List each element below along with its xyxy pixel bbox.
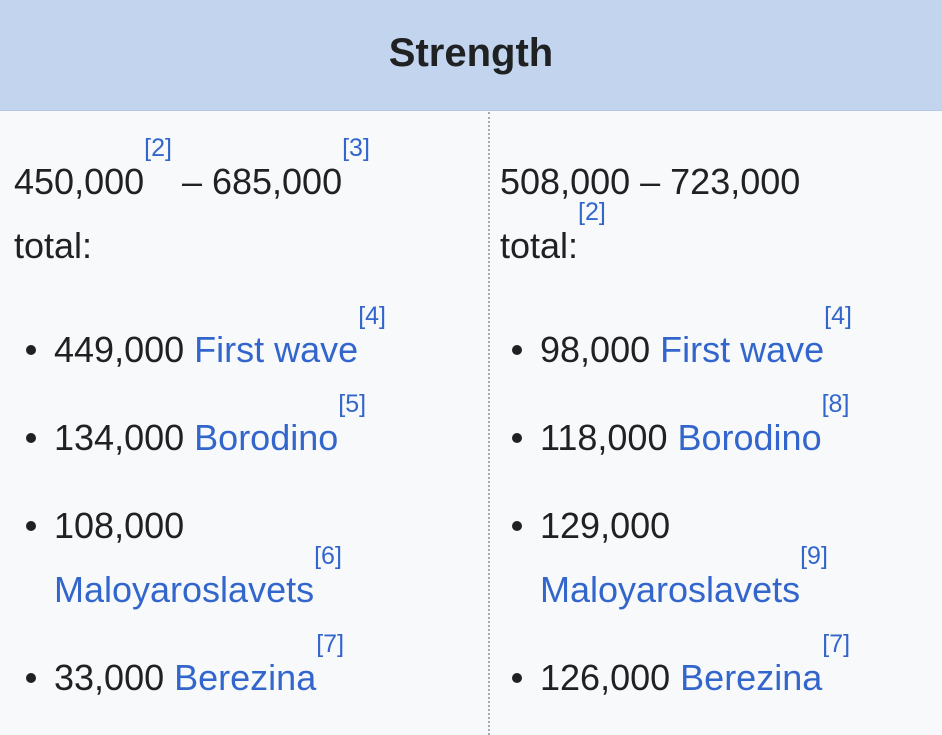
list-item: 134,000 Borodino[5] — [14, 392, 478, 470]
list-item: 118,000 Borodino[8] — [500, 392, 932, 470]
unit-ref[interactable]: [7] — [822, 630, 851, 658]
bullet-icon — [512, 433, 522, 443]
unit-link[interactable]: Borodino — [194, 417, 339, 458]
unit-link[interactable]: Maloyaroslavets — [54, 569, 315, 610]
left-total-high: 685,000 — [211, 161, 343, 202]
list-item: 449,000 First wave[4] — [14, 304, 478, 382]
list-item: 33,000 Berezina[7] — [14, 632, 478, 710]
left-total-dash: – — [171, 161, 212, 202]
unit-count: 134,000 — [54, 417, 185, 458]
unit-link[interactable]: Berezina — [174, 657, 317, 698]
unit-link[interactable]: Borodino — [677, 417, 822, 458]
unit-ref[interactable]: [6] — [314, 542, 342, 570]
unit-link[interactable]: Berezina — [680, 657, 823, 698]
right-total-ref[interactable]: [2] — [578, 198, 606, 226]
left-total-high-ref[interactable]: [3] — [342, 134, 370, 162]
bullet-icon — [512, 345, 522, 355]
left-total: 450,000[2] – 685,000[3] total: — [14, 136, 478, 278]
right-column: 508,000 – 723,000 total:[2] 98,000 First… — [500, 112, 932, 735]
unit-ref[interactable]: [9] — [800, 542, 828, 570]
list-item: 108,000 Maloyaroslavets[6] — [14, 494, 478, 622]
right-total-label-line: total:[2] — [500, 200, 932, 278]
right-total-label: total: — [500, 225, 579, 266]
left-total-label: total: — [14, 225, 93, 266]
bullet-icon — [26, 345, 36, 355]
bullet-icon — [512, 521, 522, 531]
bullet-icon — [26, 521, 36, 531]
unit-count: 33,000 — [54, 657, 165, 698]
header-title: Strength — [388, 30, 554, 75]
unit-link[interactable]: Maloyaroslavets — [540, 569, 801, 610]
unit-ref[interactable]: [5] — [338, 390, 367, 418]
unit-link[interactable]: First wave — [194, 329, 359, 370]
unit-count: 98,000 — [540, 329, 651, 370]
unit-ref[interactable]: [8] — [821, 390, 850, 418]
unit-ref[interactable]: [4] — [824, 302, 852, 330]
left-total-low: 450,000 — [14, 161, 145, 202]
unit-ref[interactable]: [7] — [316, 630, 345, 658]
right-unit-list: 98,000 First wave[4] 118,000 Borodino[8]… — [500, 304, 932, 710]
column-divider — [488, 112, 490, 735]
unit-count: 129,000 — [540, 505, 671, 546]
unit-count: 118,000 — [540, 417, 668, 458]
right-total-range: 508,000 – 723,000 — [500, 161, 801, 202]
bullet-icon — [26, 673, 36, 683]
left-total-low-ref[interactable]: [2] — [144, 134, 172, 162]
unit-count: 449,000 — [54, 329, 185, 370]
left-unit-list: 449,000 First wave[4] 134,000 Borodino[5… — [14, 304, 478, 710]
left-total-range: 450,000[2] – 685,000[3] — [14, 136, 478, 214]
list-item: 129,000 Maloyaroslavets[9] — [500, 494, 932, 622]
list-item: 126,000 Berezina[7] — [500, 632, 932, 710]
strength-header: Strength — [0, 0, 942, 111]
unit-count: 108,000 — [54, 505, 185, 546]
unit-ref[interactable]: [4] — [358, 302, 386, 330]
unit-count: 126,000 — [540, 657, 671, 698]
left-column: 450,000[2] – 685,000[3] total: 449,000 F… — [14, 112, 478, 735]
unit-link[interactable]: First wave — [660, 329, 825, 370]
bullet-icon — [512, 673, 522, 683]
list-item: 98,000 First wave[4] — [500, 304, 932, 382]
right-total: 508,000 – 723,000 total:[2] — [500, 150, 932, 278]
bullet-icon — [26, 433, 36, 443]
